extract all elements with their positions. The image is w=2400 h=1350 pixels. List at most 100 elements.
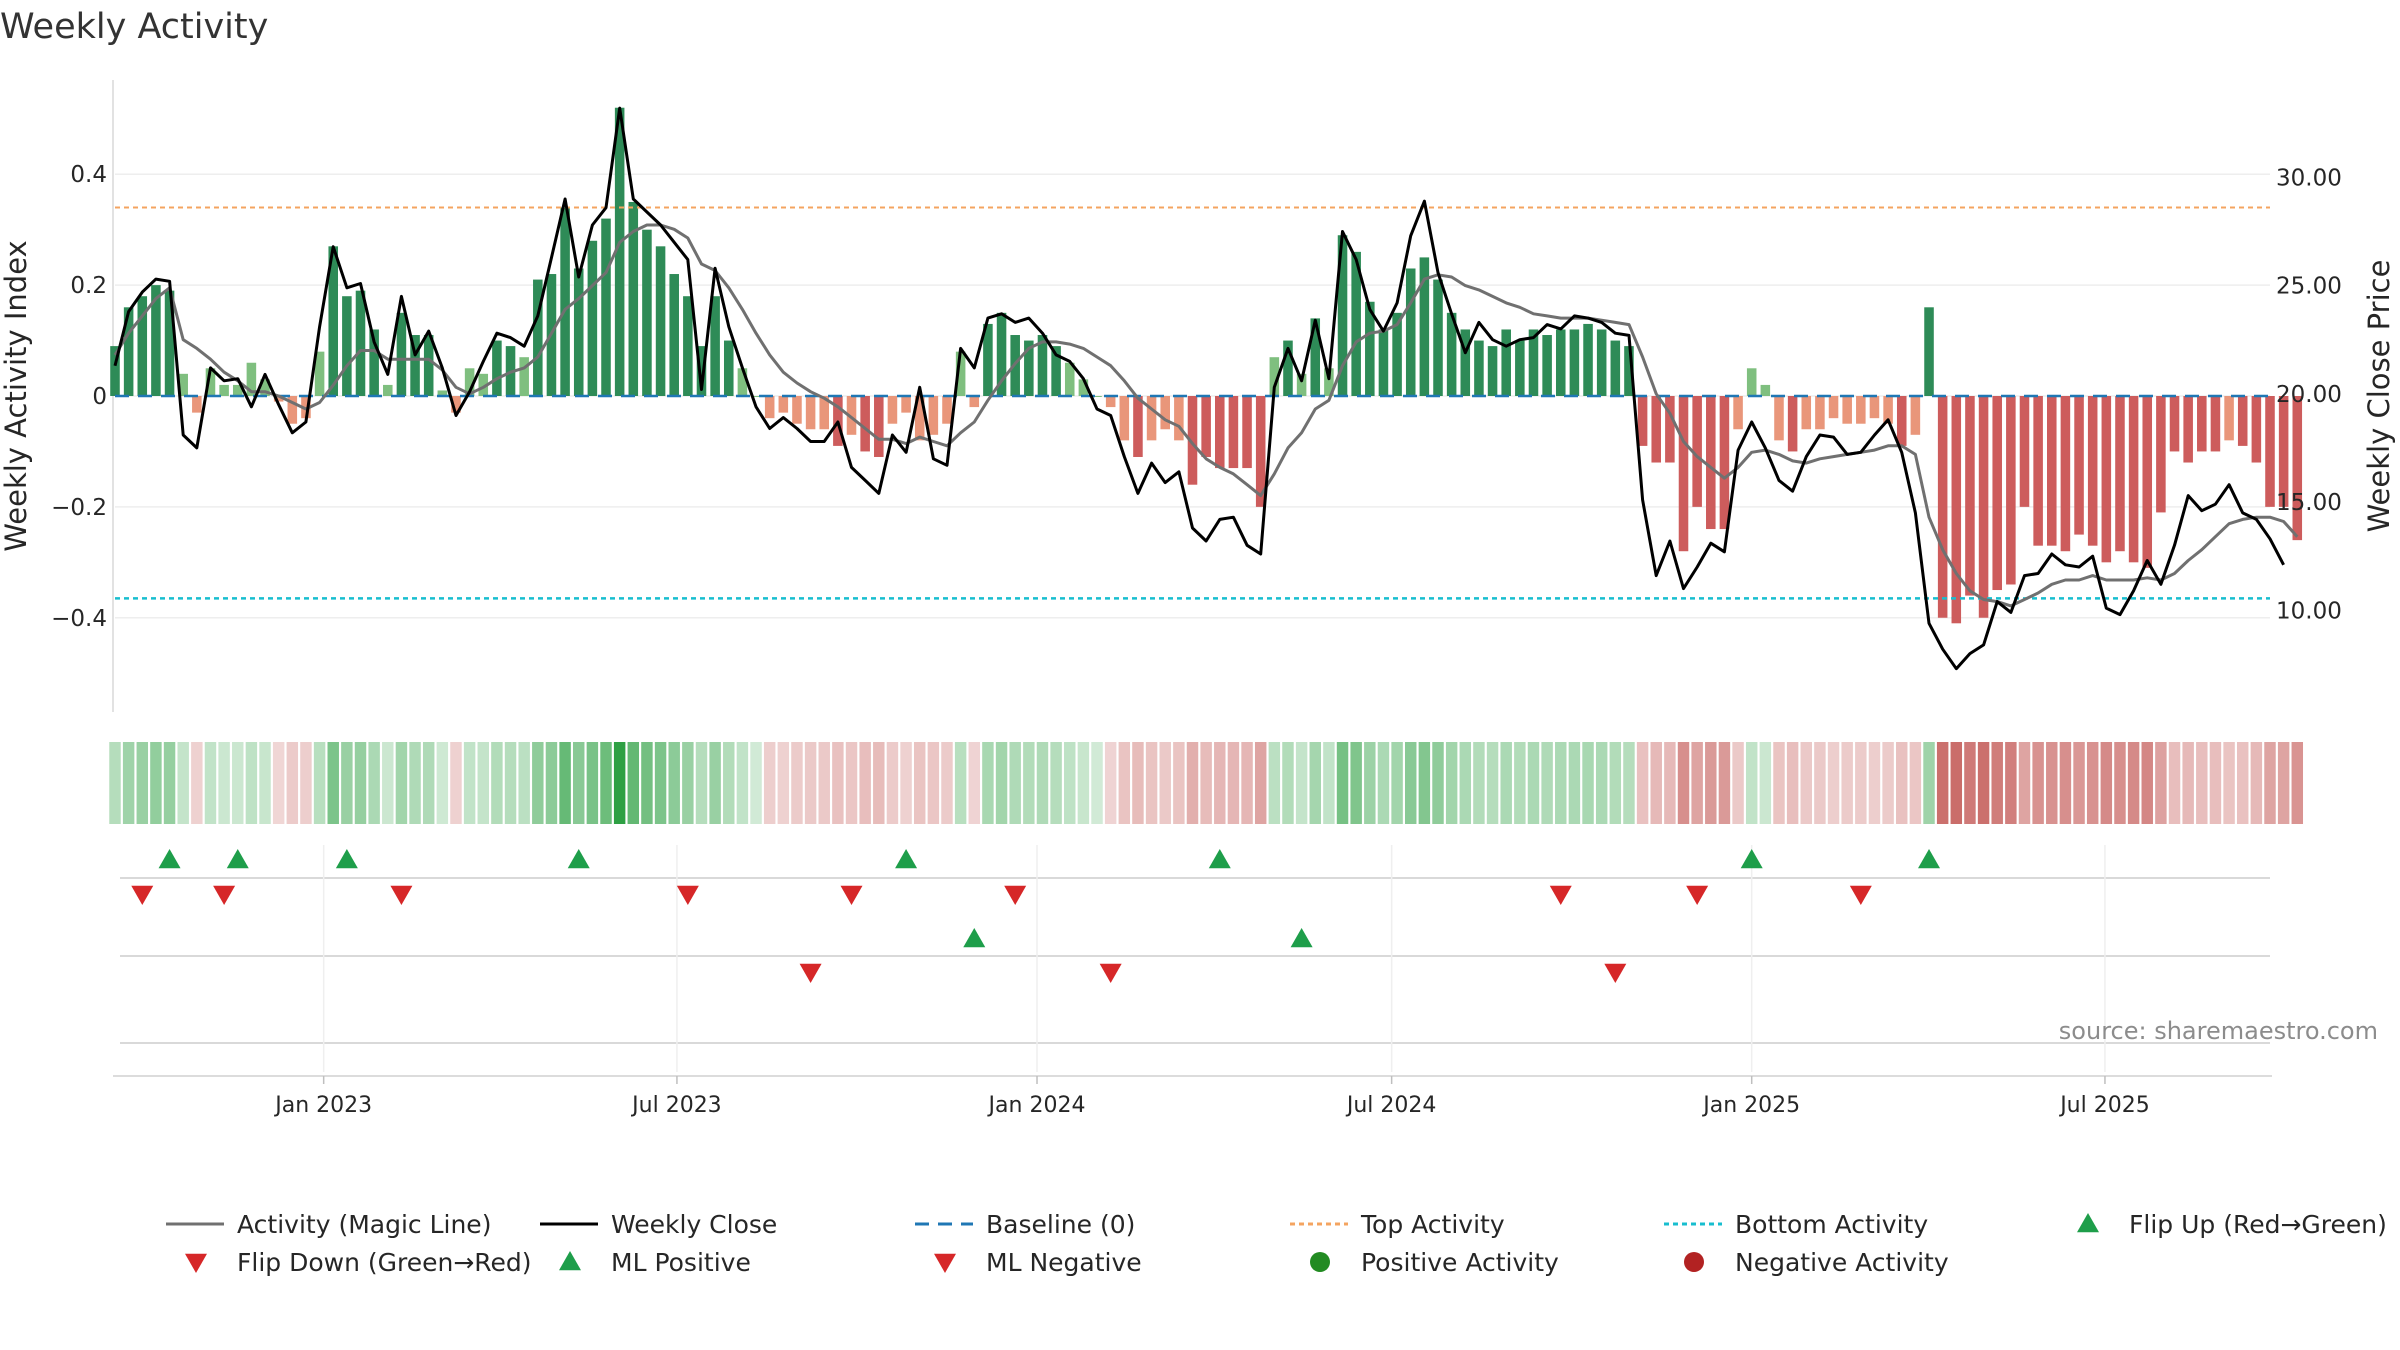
heat-cell [2277,742,2290,824]
legend-label: ML Negative [986,1248,1142,1277]
flip-down-marker [840,885,863,905]
heat-cell [1732,742,1744,824]
heat-cell [1023,742,1035,824]
activity-bar [723,340,734,396]
signal-panels [120,845,2270,1072]
weekly-close-series [113,106,2285,671]
activity-bar [1978,396,1989,618]
activity-bar [819,396,830,430]
legend-label: Positive Activity [1361,1248,1559,1277]
activity-bar [1392,312,1402,396]
heat-cell [1568,742,1581,824]
activity-bar [1324,368,1334,396]
activity-bar [1555,329,1566,396]
legend-swatch [2077,1213,2099,1233]
heat-cell [2141,742,2153,824]
activity-bar [151,285,161,396]
heat-cell [2127,742,2140,824]
heat-cell [1814,742,1826,824]
heat-cell [1104,742,1117,824]
legend-item: Baseline (0) [915,1210,1135,1239]
flip-down-marker [1849,885,1872,905]
heat-cell [463,742,476,824]
flip-down-marker [213,885,236,905]
activity-bar [2210,396,2221,452]
activity-bar [2033,396,2043,546]
activity-bar [1842,396,1852,424]
activity-bar [1133,396,1143,457]
heat-cell [1173,742,1185,824]
heat-cell [1159,742,1171,824]
activity-bar [1733,396,1743,430]
heat-cell [436,742,449,824]
activity-bar [751,396,761,397]
heat-cell [1309,742,1321,824]
activity-bar [942,396,952,424]
heat-cell [477,742,489,824]
heat-cell [2114,742,2126,824]
heat-cell [1323,742,1335,824]
activity-bar [1692,396,1702,507]
y-axis-right-ticks: 10.00 15.00 20.00 25.00 30.00 [2276,165,2342,624]
heat-cell [804,742,817,824]
activity-bar [1678,396,1689,552]
activity-bar [1910,396,1921,435]
heat-cell [422,742,435,824]
activity-bar [2128,396,2139,563]
heat-cell [791,742,803,824]
legend-item: Bottom Activity [1664,1210,1928,1239]
heat-cell [1009,742,1021,824]
heat-cell [313,742,326,824]
heat-cell [668,742,680,824]
activity-bar [1228,396,1239,469]
ml-negative-marker [799,963,822,983]
heat-cell [1404,742,1417,824]
activity-bar [874,396,884,457]
heat-cell [818,742,830,824]
heat-cell [2086,742,2099,824]
flip-up-marker [158,849,181,869]
activity-bar [642,229,652,396]
activity-bar [914,396,925,441]
activity-bar [301,396,311,419]
activity-bar [1569,329,1580,396]
activity-bar [1665,396,1675,463]
legend-swatch [185,1253,207,1273]
activity-bar [1896,396,1907,446]
legend-swatch [1684,1252,1704,1272]
activity-bar [887,396,898,424]
activity-bar [164,290,175,396]
y2-tick-label: 30.00 [2276,165,2342,191]
flip-down-marker [1549,885,1572,905]
activity-bar [2156,396,2166,513]
activity-bar [1119,396,1130,441]
activity-bar [1719,396,1730,530]
activity-bar [1255,396,1266,507]
legend-label: Top Activity [1360,1210,1505,1239]
activity-bar [846,396,857,435]
activity-bar [1883,396,1893,424]
activity-bar [1037,335,1048,396]
heat-cell [750,742,762,824]
heat-cell [1500,742,1512,824]
activity-bar [1460,329,1471,396]
heat-cell [518,742,530,824]
activity-bar [1105,396,1116,408]
activity-bar [1869,396,1880,419]
activity-bar [273,396,284,402]
activity-bar [1815,396,1825,430]
heat-cell [545,742,558,824]
activity-bar [110,346,120,396]
heat-cell [232,742,244,824]
heat-cell [382,742,394,824]
activity-bar [1515,340,1525,396]
heat-cell [191,742,203,824]
y-tick-label: 0.4 [70,162,107,188]
heat-cell [491,742,503,824]
flip-down-marker [676,885,699,905]
x-tick-label: Jul 2025 [2058,1093,2150,1118]
activity-bar [955,351,966,396]
heat-cell [1391,742,1403,824]
heat-cell [900,742,912,824]
activity-bar [1174,396,1184,441]
